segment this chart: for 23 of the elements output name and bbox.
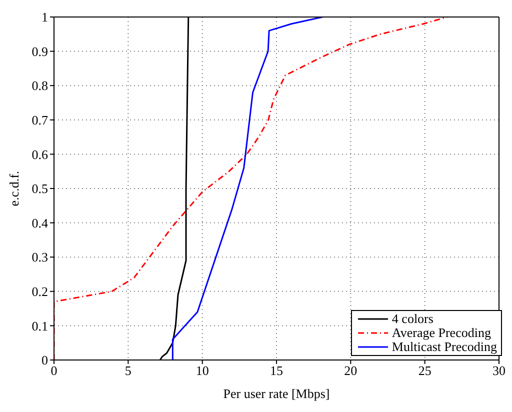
x-tick-label: 5 <box>124 363 132 378</box>
x-tick-label: 30 <box>492 363 506 378</box>
y-tick-label: 0 <box>42 352 48 368</box>
x-tick-label: 15 <box>270 363 283 378</box>
y-tick-label: 1 <box>42 10 48 25</box>
y-tick-label: 0.2 <box>32 284 48 300</box>
y-tick-label: 0.6 <box>32 146 48 162</box>
y-tick-label: 0.8 <box>32 78 48 94</box>
y-tick-label: 0.5 <box>32 181 48 196</box>
y-tick-label: 0.9 <box>32 44 48 59</box>
y-tick-label: 0.3 <box>32 250 48 265</box>
legend-label: 4 colors <box>392 311 434 326</box>
legend-label: Multicast Precoding <box>392 339 497 354</box>
x-tick-label: 10 <box>196 363 209 378</box>
line-series <box>172 17 324 360</box>
y-tick-label: 0.7 <box>32 112 48 128</box>
y-axis-title: e.c.d.f. <box>6 170 22 206</box>
y-tick-label: 0.4 <box>32 215 48 230</box>
legend-label: Average Precoding <box>392 325 491 340</box>
y-tick-label: 0.1 <box>32 318 48 334</box>
x-axis-title: Per user rate [Mbps] <box>223 386 330 401</box>
x-tick-label: 25 <box>418 363 432 378</box>
x-tick-label: 20 <box>344 363 358 378</box>
